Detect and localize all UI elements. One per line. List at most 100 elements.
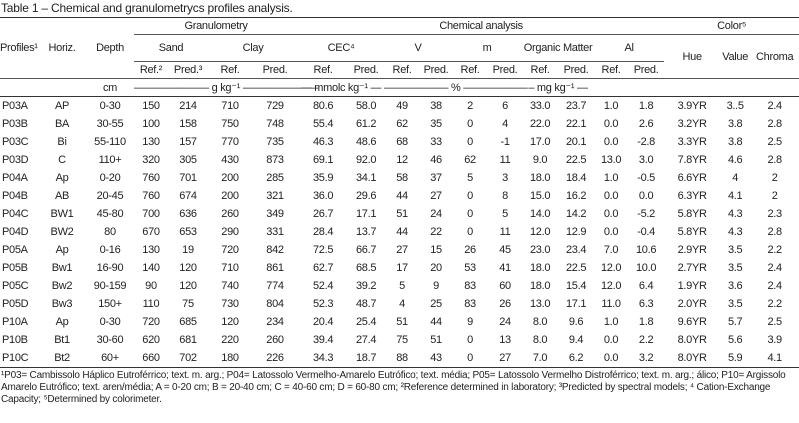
table-cell: 0.0	[603, 208, 619, 220]
table-cell: 60+	[86, 349, 134, 368]
footnotes: ¹P03= Cambissolo Háplico Eutroférrico; t…	[1, 370, 786, 405]
table-cell: 804	[266, 298, 284, 310]
table-cell: 20	[430, 262, 442, 274]
table-cell: 0.0	[603, 136, 619, 148]
table-cell: 23.4	[565, 244, 587, 256]
table-row: P05D Bw3 150+ 110 75 730 804 52.3 48.7 4 25 83 26 13.…	[0, 295, 799, 313]
table-cell: 45	[499, 244, 511, 256]
table-cell: -0.4	[637, 226, 655, 238]
header-cell: Organic Matter	[522, 34, 595, 62]
table-cell: 16-90	[96, 262, 124, 274]
table-cell: 26	[499, 298, 511, 310]
table-cell: 5	[502, 208, 508, 220]
table-cell: 22	[430, 226, 442, 238]
table-cell: 80	[104, 226, 116, 238]
table-cell: 0-20	[99, 172, 121, 184]
header-cell: Value	[722, 50, 749, 63]
table-cell: 7.0	[603, 244, 619, 256]
table-cell: 2.2	[767, 244, 782, 256]
table-cell: 22.0	[529, 118, 551, 130]
table-cell: 18.7	[348, 349, 385, 368]
table-cell: -0.5	[637, 172, 655, 184]
table-cell: 100	[142, 118, 160, 130]
table-cell: 3..5	[726, 100, 744, 112]
table-cell: 0	[467, 226, 473, 238]
table-cell: 36.0	[312, 190, 334, 202]
table-cell: 3.3YR	[677, 136, 707, 148]
table-cell: 12.0	[600, 280, 622, 292]
table-cell: 51	[430, 334, 442, 346]
table-cell: 2	[467, 100, 473, 112]
table-cell: 214	[179, 100, 197, 112]
table-row: P04A Ap 0-20 760 701 200 285 35.9 34.1 58 37 5 3 18.0…	[0, 169, 799, 187]
table-cell: 13.7	[355, 226, 377, 238]
table-cell: 15	[430, 244, 442, 256]
table-cell: 12.9	[565, 226, 587, 238]
table-cell: 27	[430, 190, 442, 202]
table-cell: 636	[179, 208, 197, 220]
table-cell: 39.4	[312, 334, 334, 346]
table-cell: 285	[266, 172, 284, 184]
unit-cell: —————— % ——————	[384, 78, 528, 97]
table-cell: 1.0	[603, 316, 619, 328]
table-cell: P10B	[2, 334, 28, 346]
table-cell: 52.4	[312, 280, 334, 292]
table-cell: 20.1	[565, 136, 587, 148]
table-cell: 24	[430, 208, 442, 220]
table-cell: 6.3YR	[677, 190, 707, 202]
table-cell: 0	[467, 334, 473, 346]
table-cell: 9.4	[568, 334, 584, 346]
table-cell: 4	[732, 172, 739, 184]
table-row: P03A AP 0-30 150 214 710 729 80.6 58.0 49 38 2 6 33.0…	[0, 97, 799, 116]
subheader-cell: Pred.	[558, 61, 595, 79]
table-cell: 13	[499, 334, 511, 346]
table-cell: 35.9	[312, 172, 334, 184]
table-cell: Bt2	[38, 349, 86, 368]
table-cell: 18.0	[529, 172, 551, 184]
table-cell: 2.9YR	[677, 244, 707, 256]
table-cell: 27	[396, 244, 408, 256]
table-cell: 5	[399, 280, 405, 292]
table-cell: 4.1	[750, 349, 799, 368]
table-cell: 770	[221, 136, 239, 148]
table-cell: 55-110	[94, 136, 126, 148]
table-cell: 0-30	[99, 100, 121, 112]
table-cell: 748	[266, 118, 284, 130]
header-cell: Sand	[134, 34, 208, 62]
table-cell: 16.2	[565, 190, 587, 202]
table-cell: 66.7	[355, 244, 377, 256]
table-row: P10A Ap 0-30 720 685 120 234 20.4 25.4 51 44 9 24 8.0…	[0, 313, 799, 331]
table-cell: 20.4	[312, 316, 334, 328]
table-cell: P03D	[2, 154, 29, 166]
table-cell: 27	[488, 349, 523, 368]
table-cell: 22.5	[565, 262, 587, 274]
table-cell: 92.0	[355, 154, 377, 166]
table-cell: 5.7	[727, 316, 743, 328]
table-cell: 760	[142, 190, 160, 202]
table-cell: 3.2YR	[677, 118, 707, 130]
table-cell: 8.0	[532, 316, 548, 328]
table-cell: 674	[179, 190, 197, 202]
table-cell: 11.0	[601, 298, 621, 310]
table-cell: BA	[54, 118, 70, 130]
table-cell: 1.0	[603, 172, 619, 184]
table-cell: 25	[430, 298, 442, 310]
table-cell: 18.4	[565, 172, 587, 184]
table-cell: 873	[266, 154, 284, 166]
table-cell: 80.6	[312, 100, 334, 112]
table-cell: 3.8	[727, 136, 743, 148]
table-cell: 0	[467, 118, 473, 130]
table-cell: 60	[499, 280, 511, 292]
table-cell: Bw2	[51, 280, 73, 292]
table-cell: 5.9	[720, 349, 751, 368]
table-cell: P05D	[2, 298, 29, 310]
table-cell: 670	[142, 226, 160, 238]
table-cell: 11	[499, 154, 511, 166]
table-cell: P03C	[2, 136, 29, 148]
subheader-cell: Ref.	[452, 61, 489, 79]
table-cell: 48.7	[355, 298, 377, 310]
table-cell: 2.4	[767, 100, 782, 112]
table-cell: Bw1	[51, 262, 73, 274]
table-row: P04C BW1 45-80 700 636 260 349 26.7 17.1 51 24 0 5 14…	[0, 205, 799, 223]
